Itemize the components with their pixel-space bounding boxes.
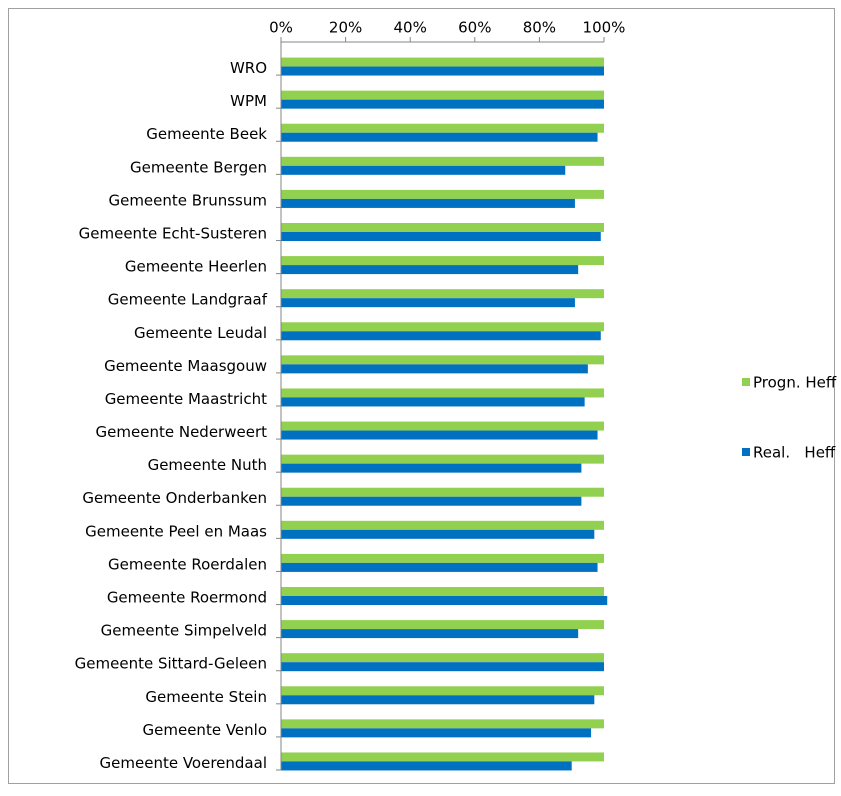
y-tick-label: Gemeente Roerdalen (108, 555, 267, 573)
bar (281, 487, 604, 497)
bar (281, 662, 604, 672)
bar (281, 256, 604, 266)
x-tick-label: 60% (458, 19, 491, 37)
bar (281, 719, 604, 729)
y-tick-label: Gemeente Voerendaal (100, 754, 267, 772)
bar (281, 66, 604, 76)
bar (281, 156, 604, 166)
bar (281, 355, 604, 365)
bar (281, 496, 582, 506)
bar (281, 463, 582, 473)
bar (281, 629, 579, 639)
bar (281, 761, 572, 771)
bar (281, 132, 598, 142)
y-tick-label: Gemeente Sittard-Geleen (75, 655, 267, 673)
bar (281, 620, 604, 630)
y-tick-label: Gemeente Brunssum (108, 191, 267, 209)
y-tick-label: Gemeente Echt-Susteren (79, 225, 267, 243)
y-tick-label: Gemeente Nuth (148, 456, 267, 474)
bar (281, 165, 566, 175)
y-tick-label: Gemeente Nederweert (96, 423, 268, 441)
bar (281, 331, 601, 341)
bar (281, 421, 604, 431)
y-tick-label: Gemeente Peel en Maas (85, 522, 267, 540)
bar (281, 454, 604, 464)
legend-swatch (742, 378, 750, 386)
bar (281, 388, 604, 398)
y-tick-label: Gemeente Onderbanken (82, 489, 267, 507)
bar (281, 265, 579, 275)
bar (281, 695, 595, 705)
x-tick-label: 80% (523, 19, 556, 37)
y-tick-label: Gemeente Venlo (143, 721, 267, 739)
y-tick-label: Gemeente Heerlen (125, 258, 267, 276)
bar (281, 198, 575, 208)
bar (281, 397, 585, 407)
y-tick-label: Gemeente Beek (146, 125, 267, 143)
bar (281, 653, 604, 663)
y-tick-label: Gemeente Maasgouw (104, 357, 267, 375)
bar (281, 322, 604, 332)
y-tick-label: Gemeente Landgraaf (108, 291, 268, 309)
bar (281, 57, 604, 67)
y-tick-label: Gemeente Bergen (130, 158, 267, 176)
bar (281, 520, 604, 530)
y-tick-label: WRO (230, 59, 267, 77)
bar (281, 123, 604, 133)
bar (281, 728, 592, 738)
x-tick-label: 100% (583, 19, 626, 37)
bar (281, 223, 604, 232)
y-tick-label: Gemeente Roermond (107, 589, 267, 607)
bar (281, 90, 604, 100)
bar (281, 596, 608, 605)
bar (281, 298, 575, 308)
bar (281, 232, 601, 241)
bar (281, 189, 604, 199)
bar (281, 529, 595, 539)
bar (281, 430, 598, 440)
x-tick-label: 20% (329, 19, 362, 37)
legend-label: Real. Heff '14 (753, 444, 841, 462)
bar (281, 686, 604, 696)
y-tick-label: Gemeente Maastricht (105, 390, 267, 408)
y-tick-label: Gemeente Leudal (134, 324, 267, 342)
legend-swatch (742, 448, 750, 456)
bar (281, 99, 604, 109)
bar (281, 562, 598, 572)
x-tick-label: 0% (269, 19, 293, 37)
y-tick-label: WPM (230, 92, 267, 110)
legend-label: Progn. Heff '14 (753, 374, 841, 392)
y-tick-label: Gemeente Simpelveld (101, 622, 267, 640)
bar (281, 553, 604, 563)
bar (281, 364, 588, 374)
bar (281, 587, 604, 596)
bar (281, 752, 604, 762)
bar (281, 289, 604, 299)
x-tick-label: 40% (394, 19, 427, 37)
y-tick-label: Gemeente Stein (145, 688, 267, 706)
